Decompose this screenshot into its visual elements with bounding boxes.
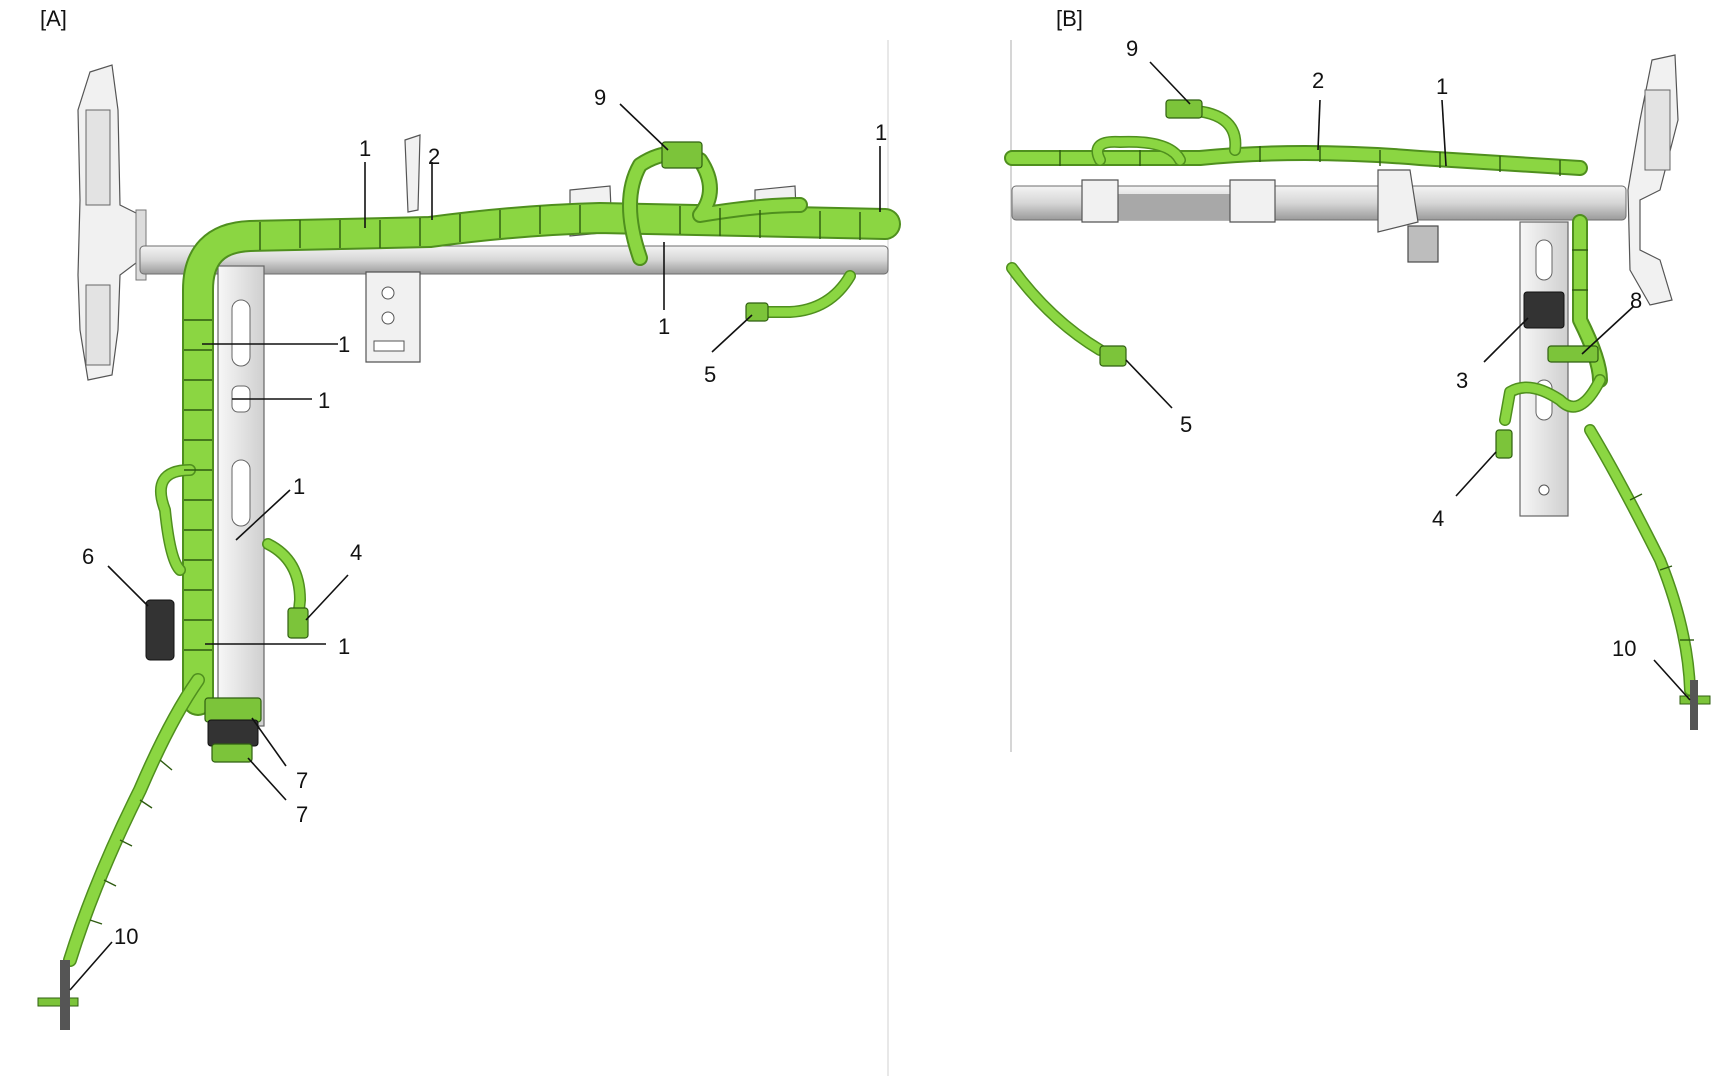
callouts-a: 1 2 9 1 1 5 1 1 1 4 6 1 7 7 10 — [82, 85, 887, 949]
right-mount-plate — [1627, 54, 1679, 306]
callout-a-10: 10 — [114, 924, 138, 949]
vertical-support-a — [217, 265, 265, 727]
panel-b: [B] — [1004, 6, 1711, 730]
callout-b-1: 1 — [1436, 74, 1448, 99]
beam-dark-segment-b — [1118, 194, 1250, 220]
callout-b-10: 10 — [1612, 636, 1636, 661]
ground-terminal-10-a — [37, 960, 79, 1030]
callout-b-4: 4 — [1432, 506, 1444, 531]
callout-a-7-upper: 7 — [296, 768, 308, 793]
callout-a-1-mid: 1 — [658, 314, 670, 339]
callout-a-1-v2: 1 — [318, 388, 330, 413]
callout-a-1-top: 1 — [359, 136, 371, 161]
panel-b-label: [B] — [1056, 6, 1083, 31]
callout-a-4: 4 — [350, 540, 362, 565]
left-mount-plate — [77, 64, 147, 381]
connector-6-a — [145, 599, 175, 661]
callouts-b: 9 2 1 8 3 5 4 10 — [1126, 36, 1642, 661]
beam-brackets-b — [1081, 169, 1439, 263]
leader-lines-b — [1125, 61, 1691, 701]
leader-lines-a — [69, 103, 881, 991]
callout-a-1-v1: 1 — [338, 332, 350, 357]
connector-7-a — [204, 697, 262, 763]
callout-a-5: 5 — [704, 362, 716, 387]
callout-a-6: 6 — [82, 544, 94, 569]
callout-b-3: 3 — [1456, 368, 1468, 393]
callout-b-5: 5 — [1180, 412, 1192, 437]
callout-a-1-right: 1 — [875, 120, 887, 145]
panel-a: [A] — [37, 6, 901, 1030]
connector-8-b — [1547, 345, 1599, 363]
callout-b-9: 9 — [1126, 36, 1138, 61]
connector-4-b — [1495, 429, 1513, 459]
callout-a-9: 9 — [594, 85, 606, 110]
connector-9-b — [1165, 99, 1203, 119]
main-harness-a — [63, 145, 901, 967]
callout-b-8: 8 — [1630, 288, 1642, 313]
beam-lower-bracket — [365, 271, 421, 363]
callout-a-2: 2 — [428, 144, 440, 169]
callout-a-1-v4: 1 — [338, 634, 350, 659]
connector-3-b — [1523, 291, 1565, 329]
cross-car-beam — [139, 245, 889, 275]
connector-9-a — [661, 141, 703, 169]
upright-bracket-a — [404, 134, 421, 213]
connector-4-a — [287, 607, 309, 639]
connector-5-b — [1099, 345, 1127, 367]
callout-a-1-v3: 1 — [293, 474, 305, 499]
callout-b-2: 2 — [1312, 68, 1324, 93]
callout-a-7-lower: 7 — [296, 802, 308, 827]
panel-a-label: [A] — [40, 6, 67, 31]
vertical-support-b — [1519, 221, 1569, 517]
